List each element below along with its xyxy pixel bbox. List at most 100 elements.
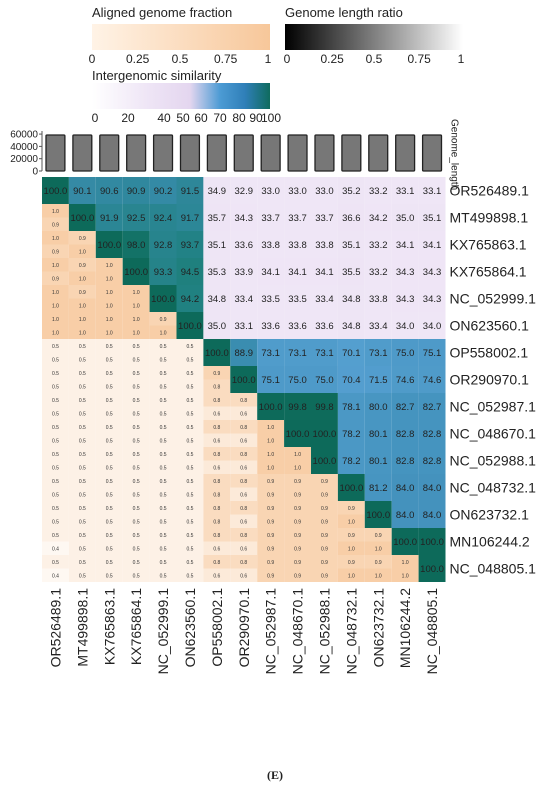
aligned-fraction-value: 0.9 <box>294 506 301 512</box>
similarity-value: 33.1 <box>235 321 254 332</box>
similarity-value: 33.6 <box>288 321 307 332</box>
aligned-fraction-cell <box>68 312 96 326</box>
similarity-cell <box>257 231 285 258</box>
similarity-value: 75.0 <box>315 375 334 386</box>
aligned-fraction-value: 0.9 <box>321 506 328 512</box>
aligned-fraction-cell <box>257 433 285 447</box>
aligned-fraction-value: 0.5 <box>160 573 167 579</box>
similarity-value: 70.4 <box>342 375 361 386</box>
aligned-fraction-cell <box>95 474 123 488</box>
aligned-fraction-cell <box>42 433 69 447</box>
aligned-fraction-cell <box>68 433 96 447</box>
aligned-fraction-value: 0.5 <box>160 438 167 444</box>
aligned-fraction-value: 1.0 <box>52 317 59 323</box>
aligned-fraction-cell <box>42 298 69 312</box>
aligned-fraction-cell <box>149 487 177 501</box>
aligned-fraction-value: 1.0 <box>52 330 59 336</box>
similarity-cell <box>418 312 446 339</box>
aligned-fraction-cell <box>122 339 150 353</box>
aligned-fraction-value: 0.5 <box>133 506 140 512</box>
aligned-fraction-cell <box>284 501 311 515</box>
similarity-value: 100.0 <box>393 537 417 548</box>
genome-length-bar <box>126 134 147 172</box>
aligned-fraction-value: 0.5 <box>186 384 193 390</box>
similarity-value: 98.0 <box>127 240 146 251</box>
similarity-cell <box>418 366 446 393</box>
aligned-fraction-value: 0.5 <box>79 452 86 458</box>
similarity-tick: 50 <box>176 111 190 125</box>
aligned-fraction-value: 0.9 <box>321 546 328 552</box>
aligned-fraction-value: 0.5 <box>133 492 140 498</box>
aligned-fraction-value: 1.0 <box>79 317 86 323</box>
aligned-fraction-cell <box>257 474 285 488</box>
similarity-cell <box>257 177 285 204</box>
aligned-fraction-value: 1.0 <box>52 236 59 242</box>
aligned-fraction-cell <box>42 406 69 420</box>
aligned-fraction-value: 0.5 <box>160 344 167 350</box>
aligned-fraction-cell <box>122 474 150 488</box>
similarity-value: 34.1 <box>261 267 280 278</box>
similarity-cell <box>230 258 258 285</box>
aligned-fraction-cell <box>284 487 311 501</box>
aligned-fraction-value: 0.5 <box>106 452 113 458</box>
aligned-fraction-cell <box>230 433 258 447</box>
aligned-fraction-cell <box>122 487 150 501</box>
similarity-cell <box>311 420 338 447</box>
similarity-cell <box>149 285 177 312</box>
row-label: ON623732.1 <box>450 507 530 523</box>
aligned-fraction-cell <box>95 555 123 569</box>
similarity-cell <box>391 258 419 285</box>
aligned-fraction-cell <box>149 528 177 542</box>
aligned-fraction-cell <box>176 393 204 407</box>
similarity-value: 78.2 <box>342 456 361 467</box>
column-label: NC_052987.1 <box>263 588 279 675</box>
aligned-fraction-cell <box>68 285 96 299</box>
aligned-fraction-cell <box>203 514 231 528</box>
similarity-value: 99.8 <box>315 402 334 413</box>
aligned-fraction-value: 0.5 <box>79 344 86 350</box>
aligned-fraction-cell <box>149 514 177 528</box>
aligned-fraction-value: 0.9 <box>267 546 274 552</box>
aligned-fraction-value: 0.5 <box>79 371 86 377</box>
aligned-fraction-value: 0.5 <box>186 546 193 552</box>
similarity-cell <box>257 285 285 312</box>
aligned-fraction-cell <box>42 339 69 353</box>
similarity-value: 35.2 <box>342 186 361 197</box>
aligned-fraction-value: 0.5 <box>133 357 140 363</box>
aligned-fraction-value: 0.9 <box>294 479 301 485</box>
aligned-fraction-cell <box>176 379 204 393</box>
similarity-cell <box>391 177 419 204</box>
aligned-fraction-value: 0.9 <box>267 560 274 566</box>
aligned-fraction-cell <box>95 271 123 285</box>
similarity-cell <box>391 312 419 339</box>
aligned-fraction-cell <box>284 541 311 555</box>
similarity-cell <box>230 204 258 231</box>
similarity-value: 33.7 <box>288 213 307 224</box>
aligned-fraction-cell <box>95 541 123 555</box>
similarity-cell <box>176 204 204 231</box>
similarity-cell <box>311 231 338 258</box>
aligned-fraction-cell <box>230 555 258 569</box>
similarity-value: 34.9 <box>208 186 227 197</box>
aligned-fraction-value: 0.5 <box>79 411 86 417</box>
similarity-cell <box>391 474 419 501</box>
row-label: MT499898.1 <box>450 210 529 226</box>
aligned-fraction-cell <box>364 528 392 542</box>
aligned-fraction-value: 0.5 <box>133 519 140 525</box>
similarity-cell <box>391 501 419 528</box>
aligned-fraction-value: 0.5 <box>160 398 167 404</box>
column-label: MN106244.2 <box>397 588 413 668</box>
similarity-cell <box>391 420 419 447</box>
aligned-fraction-cell <box>122 447 150 461</box>
aligned-fraction-cell <box>149 541 177 555</box>
aligned-fraction-value: 0.5 <box>160 465 167 471</box>
aligned-fraction-value: 0.5 <box>186 533 193 539</box>
column-label: OR290970.1 <box>236 588 252 668</box>
aligned-fraction-cell <box>364 541 392 555</box>
similarity-value: 90.6 <box>100 186 119 197</box>
similarity-cell <box>257 366 285 393</box>
similarity-tick: 20 <box>121 111 135 125</box>
length-ratio-tick: 0 <box>283 52 291 66</box>
aligned-fraction-value: 0.8 <box>240 479 247 485</box>
aligned-fraction-cell <box>176 339 204 353</box>
